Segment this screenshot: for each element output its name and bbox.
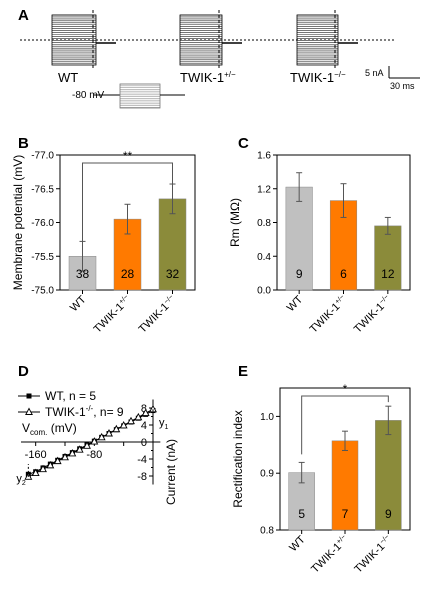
x-tick-label: WT <box>68 293 89 314</box>
protocol-box <box>119 83 161 109</box>
scale-label-time: 30 ms <box>390 81 415 91</box>
chart-d-iv-curve: -160 -80 8 4 0 -4 -8 Current (nA) Vcom. (mV) y1 y2… <box>16 389 178 505</box>
data-point-triangle <box>127 416 135 425</box>
x-tick-label: -160 <box>25 449 47 461</box>
bar-n-label: 6 <box>340 267 347 281</box>
marker-label-y1: y1 <box>159 417 169 431</box>
y-tick-label: 1.6 <box>257 151 271 162</box>
data-point-triangle <box>53 456 62 465</box>
bar-n-label: 38 <box>76 267 90 281</box>
data-point-triangle <box>31 468 40 476</box>
y-tick-label: -4 <box>137 454 147 466</box>
bar <box>285 186 313 291</box>
data-point-triangle <box>112 424 121 433</box>
legend-label-ko: TWIK-1-/-, n= 9 <box>45 404 124 419</box>
data-point-triangle <box>134 412 143 421</box>
panel-d-label: D <box>18 363 29 380</box>
bar <box>375 420 402 531</box>
y-tick-label: 0.8 <box>257 218 271 229</box>
scale-label-current: 5 nA <box>365 68 384 78</box>
y-tick-label: -76.5 <box>31 184 54 195</box>
bar-n-label: 9 <box>296 267 303 281</box>
y-tick-label: 1.0 <box>260 412 274 423</box>
x-tick-label: -80 <box>86 449 102 461</box>
panel-e-label: E <box>238 363 248 380</box>
x-tick-label: TWIK-1−/− <box>137 294 179 336</box>
x-tick-label: TWIK-1−/− <box>352 294 394 336</box>
chart-e-rectification: 0.8 0.9 1.0 Rectification index 5 WT 7 TWIK-1+/… <box>231 382 411 576</box>
data-point-triangle <box>97 432 106 441</box>
bar-n-label: 28 <box>121 267 135 281</box>
y-axis-label: Rectification index <box>231 410 245 507</box>
significance-label: ** <box>123 149 133 163</box>
data-point-triangle <box>75 445 84 453</box>
voltage-protocol <box>119 83 161 109</box>
bar <box>331 440 359 531</box>
trace-label-het: TWIK-1+/− <box>180 70 236 85</box>
y-tick-label: 4 <box>141 420 147 432</box>
x-tick-label: TWIK-1+/− <box>308 294 350 336</box>
protocol-label: -80 mV <box>72 90 105 101</box>
y-tick-label: 1.2 <box>257 184 271 195</box>
y-tick-label: -76.0 <box>31 218 54 229</box>
significance-bracket <box>82 162 173 264</box>
x-tick-label: WT <box>285 293 306 314</box>
y-tick-label: -75.5 <box>31 252 54 263</box>
bar-n-label: 9 <box>385 507 392 521</box>
y-axis-label: Rm (MΩ) <box>228 198 242 247</box>
legend-label-wt: WT, n = 5 <box>45 389 96 403</box>
significance-label: * <box>343 382 348 396</box>
chart-c-resistance: 0.0 0.4 0.8 1.2 1.6 Rm (MΩ) 9 WT 6 TWIK-1+/− 12 TWI… <box>228 151 411 336</box>
y-tick-label: 0 <box>141 437 147 449</box>
trace-box-0 <box>51 14 97 66</box>
trace-box-2 <box>296 14 339 66</box>
bar-n-label: 12 <box>381 267 395 281</box>
y-tick-label: 0.8 <box>260 526 274 537</box>
panel-c-label: C <box>238 135 249 152</box>
y-tick-label: 0.9 <box>260 469 274 480</box>
trace-box-1 <box>179 14 223 66</box>
bar-n-label: 7 <box>342 507 349 521</box>
x-tick-label: TWIK-1+/− <box>309 534 351 576</box>
panel-a-label: A <box>18 7 29 24</box>
data-point-triangle <box>119 420 128 429</box>
trace-label-ko: TWIK-1−/− <box>290 70 346 85</box>
y-tick-label: -8 <box>137 471 147 483</box>
panel-b-label: B <box>18 135 29 152</box>
marker-label-y2: y2 <box>16 473 26 487</box>
legend-marker-wt <box>26 393 32 399</box>
data-point-triangle <box>90 437 99 445</box>
chart-b-membrane-potential: -75.0 -75.5 -76.0 -76.5 -77.0 Membrane potent… <box>11 149 196 336</box>
significance-bracket <box>301 395 389 455</box>
y-tick-label: -75.0 <box>31 286 54 297</box>
y-tick-label: -77.0 <box>31 151 54 162</box>
bar-n-label: 32 <box>166 267 180 281</box>
data-point-triangle <box>83 441 91 449</box>
y-tick-label: 8 <box>141 403 147 415</box>
bar-n-label: 5 <box>298 507 305 521</box>
x-tick-label: TWIK-1+/− <box>92 294 134 336</box>
trace-label-wt: WT <box>58 70 78 85</box>
data-point-triangle <box>105 429 113 437</box>
x-tick-label: WT <box>287 533 308 554</box>
y-tick-label: 0.4 <box>257 252 271 263</box>
bar <box>374 225 402 291</box>
x-tick-label: TWIK-1−/− <box>352 534 394 576</box>
data-point-triangle <box>61 452 69 461</box>
data-point-triangle <box>39 464 47 473</box>
y-tick-label: 0.0 <box>257 286 271 297</box>
x-axis-label: Vcom. (mV) <box>22 421 77 437</box>
data-point-triangle <box>68 449 77 457</box>
data-point-triangle <box>141 408 150 417</box>
current-traces <box>51 10 358 70</box>
data-point-triangle <box>149 404 157 413</box>
y-axis-label: Membrane potential (mV) <box>11 155 25 290</box>
y-axis-label: Current (nA) <box>164 439 178 505</box>
legend-marker-ko <box>25 407 33 415</box>
data-point-triangle <box>46 460 55 469</box>
